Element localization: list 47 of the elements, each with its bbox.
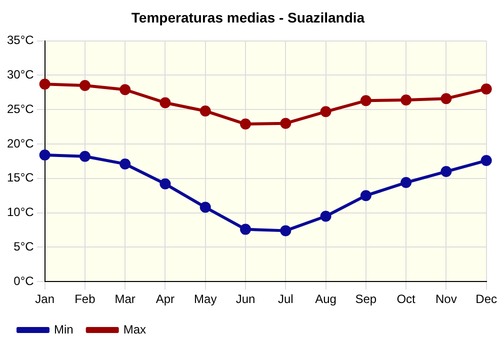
point <box>440 93 452 104</box>
point <box>200 105 211 116</box>
x-tick-label: Jun <box>236 292 256 306</box>
point <box>280 225 292 236</box>
point <box>39 150 50 161</box>
y-tick-label: 0°C <box>14 274 34 288</box>
point <box>160 97 171 108</box>
point <box>240 118 252 130</box>
y-tick-label: 15°C <box>7 170 34 185</box>
chart-title: Temperaturas medias - Suazilandia <box>131 9 365 26</box>
point <box>120 158 131 170</box>
legend-label: Min <box>54 322 74 336</box>
x-tick-label: Aug <box>315 292 336 306</box>
y-tick-label: 35°C <box>7 33 34 48</box>
point <box>400 177 412 188</box>
point <box>79 80 90 92</box>
point <box>120 84 131 96</box>
point <box>360 190 372 202</box>
point <box>320 210 332 222</box>
x-tick-label: Apr <box>156 292 175 306</box>
point <box>39 78 50 90</box>
point <box>360 95 372 106</box>
point <box>79 150 90 162</box>
x-tick-label: Dec <box>476 292 497 306</box>
y-tick-label: 20°C <box>7 136 34 150</box>
x-tick-label: Oct <box>396 292 416 306</box>
point <box>400 94 412 106</box>
point <box>160 178 171 190</box>
x-tick-label: Feb <box>74 292 96 306</box>
y-tick-label: 30°C <box>7 68 34 82</box>
legend-label: Max <box>123 322 146 336</box>
y-tick-label: 10°C <box>7 205 34 220</box>
x-tick-label: Jan <box>35 292 54 306</box>
x-tick-label: Sep <box>355 292 377 306</box>
x-tick-label: May <box>194 292 217 306</box>
x-tick-label: Jul <box>278 292 294 306</box>
point <box>480 155 492 166</box>
y-tick-label: 5°C <box>14 240 34 254</box>
y-tick-label: 25°C <box>7 102 34 116</box>
point <box>200 202 211 213</box>
point <box>240 224 252 235</box>
point <box>440 166 452 178</box>
x-tick-label: Mar <box>114 292 136 306</box>
point <box>480 83 492 94</box>
point <box>320 106 332 118</box>
x-tick-label: Nov <box>436 292 457 306</box>
point <box>280 118 292 129</box>
